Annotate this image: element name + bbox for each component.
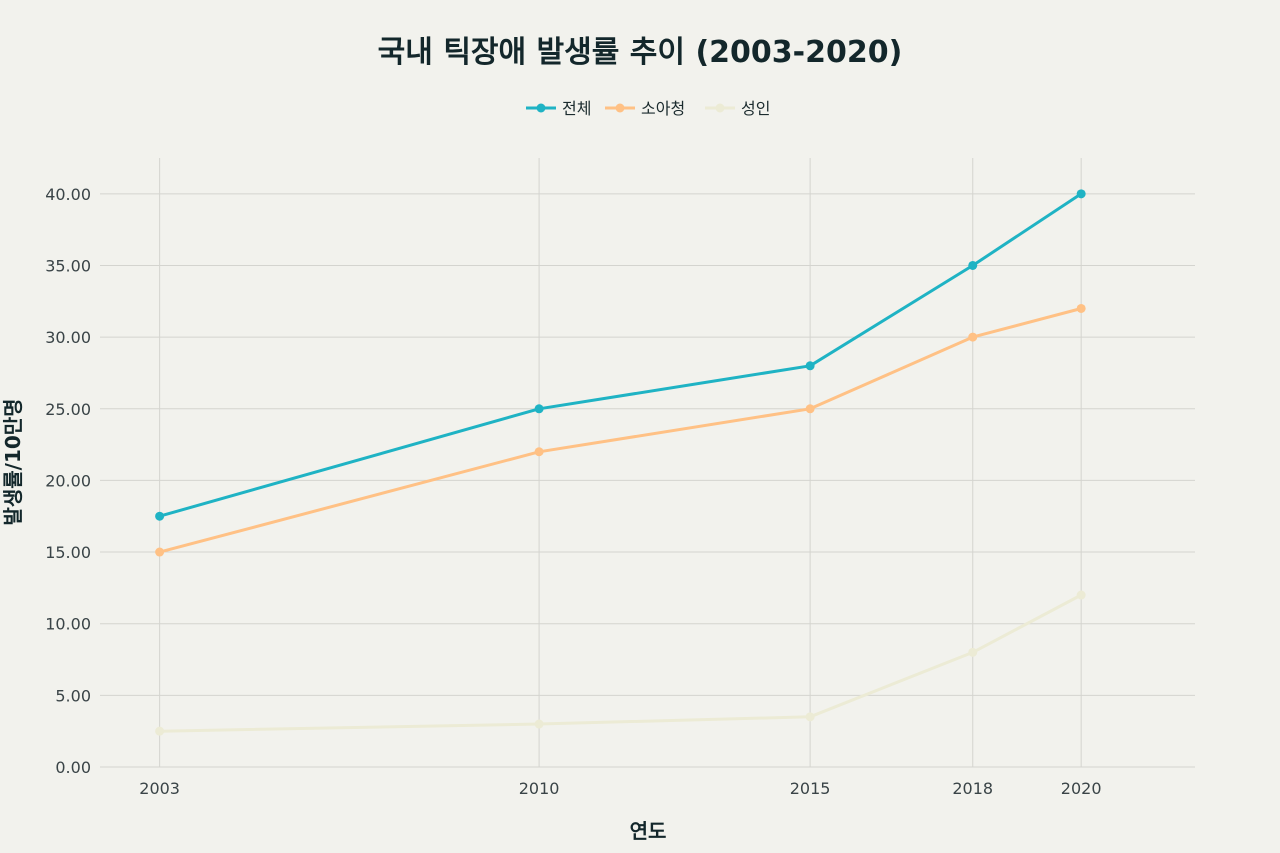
y-tick-label: 5.00 xyxy=(55,686,91,705)
y-tick-label: 10.00 xyxy=(45,615,91,634)
series-line xyxy=(158,192,1083,518)
data-point[interactable] xyxy=(534,447,544,457)
x-axis-ticks: 2003 2010 2015 2018 2020 xyxy=(139,779,1101,798)
legend-label: 성인 xyxy=(741,99,770,118)
data-point[interactable] xyxy=(805,712,815,722)
series-line xyxy=(158,593,1083,733)
data-point[interactable] xyxy=(805,404,815,414)
legend-label: 소아청 xyxy=(641,99,685,118)
series-성인 xyxy=(155,590,1086,736)
x-tick-label: 2020 xyxy=(1061,779,1102,798)
data-point[interactable] xyxy=(534,404,544,414)
legend-item-전체[interactable]: 전체 xyxy=(526,99,591,118)
y-tick-label: 35.00 xyxy=(45,256,91,275)
series-소아청 xyxy=(155,303,1086,557)
y-gridlines xyxy=(100,193,1195,768)
legend: 전체 소아청 성인 xyxy=(526,99,770,118)
data-point[interactable] xyxy=(534,719,544,729)
x-tick-label: 2015 xyxy=(790,779,831,798)
y-tick-label: 20.00 xyxy=(45,471,91,490)
data-point[interactable] xyxy=(155,511,165,521)
data-point[interactable] xyxy=(805,361,815,371)
legend-item-성인[interactable]: 성인 xyxy=(705,99,770,118)
series-group xyxy=(155,189,1086,736)
y-tick-label: 30.00 xyxy=(45,328,91,347)
x-axis-label: 연도 xyxy=(630,819,667,843)
series-전체 xyxy=(155,189,1086,521)
legend-marker xyxy=(715,103,725,113)
y-tick-label: 40.00 xyxy=(45,185,91,204)
x-tick-label: 2003 xyxy=(139,779,180,798)
x-gridlines xyxy=(159,158,1082,767)
data-point[interactable] xyxy=(968,260,978,270)
legend-marker xyxy=(536,103,546,113)
data-point[interactable] xyxy=(155,547,165,557)
y-tick-label: 0.00 xyxy=(55,758,91,777)
x-tick-label: 2018 xyxy=(952,779,993,798)
series-line xyxy=(158,307,1083,554)
data-point[interactable] xyxy=(1076,303,1086,313)
data-point[interactable] xyxy=(1076,590,1086,600)
legend-item-소아청[interactable]: 소아청 xyxy=(605,99,685,118)
data-point[interactable] xyxy=(1076,189,1086,199)
y-axis-label: 발생률/10만명 xyxy=(1,398,25,525)
y-axis-ticks: 0.00 5.00 10.00 15.00 20.00 25.00 30.00 35.00 40… xyxy=(45,185,91,777)
y-tick-label: 15.00 xyxy=(45,543,91,562)
y-tick-label: 25.00 xyxy=(45,400,91,419)
legend-label: 전체 xyxy=(562,99,591,118)
x-tick-label: 2010 xyxy=(519,779,560,798)
legend-marker xyxy=(615,103,625,113)
chart-title: 국내 틱장애 발생률 추이 (2003-2020) xyxy=(378,35,903,70)
data-point[interactable] xyxy=(968,647,978,657)
data-point[interactable] xyxy=(155,726,165,736)
data-point[interactable] xyxy=(968,332,978,342)
